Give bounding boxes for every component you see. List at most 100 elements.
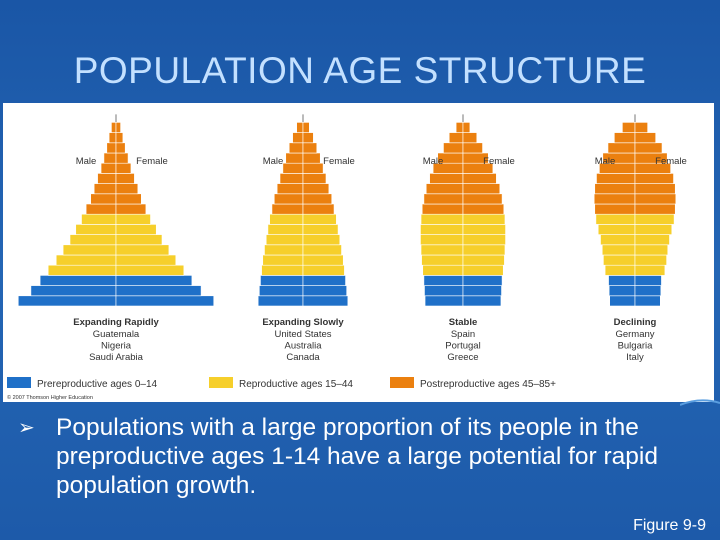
bar-male-10-14 xyxy=(423,275,464,286)
bar-female-20-24 xyxy=(634,254,667,266)
bar-male-40-44 xyxy=(420,213,464,225)
bar-male-50-54 xyxy=(593,193,636,205)
bar-female-25-29 xyxy=(115,244,170,256)
bar-female-60-64 xyxy=(634,173,674,184)
bar-male-20-24 xyxy=(603,254,636,266)
bar-female-10-14 xyxy=(634,275,662,286)
bar-female-15-19 xyxy=(115,264,185,276)
bar-female-40-44 xyxy=(634,213,675,225)
bar-female-25-29 xyxy=(302,244,342,256)
bar-male-45-49 xyxy=(271,203,304,215)
bar-male-50-54 xyxy=(423,193,464,205)
bar-female-50-54 xyxy=(302,193,333,205)
bar-female-20-24 xyxy=(462,254,505,266)
bar-female-85+ xyxy=(302,122,310,133)
bar-female-10-14 xyxy=(302,275,346,286)
female-label: Female xyxy=(655,156,687,167)
bar-female-45-49 xyxy=(115,203,147,215)
legend-label-postreproductive: Postreproductive ages 45–85+ xyxy=(420,379,556,390)
bar-female-40-44 xyxy=(462,213,506,225)
bar-female-50-54 xyxy=(634,193,677,205)
bar-female-5-9 xyxy=(634,285,662,297)
country-label: Portugal xyxy=(445,341,480,352)
bar-male-85+ xyxy=(296,122,304,133)
bar-male-50-54 xyxy=(90,193,117,205)
bar-female-70-74 xyxy=(302,152,321,164)
bar-female-5-9 xyxy=(302,285,348,297)
bar-male-30-34 xyxy=(69,234,117,246)
country-label: Australia xyxy=(285,341,323,352)
country-label: Bulgaria xyxy=(618,341,654,352)
bar-male-0-4 xyxy=(17,295,117,307)
bullet-text: Populations with a large proportion of i… xyxy=(56,414,658,499)
bar-male-55-59 xyxy=(594,183,636,195)
bar-male-75-79 xyxy=(106,142,117,154)
bar-male-45-49 xyxy=(421,203,464,215)
bar-male-70-74 xyxy=(285,152,304,164)
bar-female-80-84 xyxy=(462,132,478,144)
country-label: United States xyxy=(274,329,331,340)
bar-male-40-44 xyxy=(269,213,304,225)
bar-female-70-74 xyxy=(115,152,129,164)
figure-panel: Male Female Expanding Rapidly Guatemala Nige… xyxy=(3,103,714,402)
bar-female-15-19 xyxy=(462,264,504,276)
decorative-swoosh-icon xyxy=(680,399,720,406)
country-label: Greece xyxy=(447,352,478,363)
bar-female-35-39 xyxy=(462,224,506,235)
bar-male-60-64 xyxy=(97,173,117,184)
bar-male-80-84 xyxy=(292,132,304,144)
legend-swatch-postreproductive xyxy=(390,377,414,388)
bar-male-15-19 xyxy=(261,264,304,276)
bar-female-10-14 xyxy=(115,275,193,286)
bar-female-0-4 xyxy=(302,295,349,307)
bar-female-40-44 xyxy=(302,213,337,225)
bar-male-20-24 xyxy=(262,254,304,266)
bar-female-75-79 xyxy=(302,142,318,154)
bar-female-65-69 xyxy=(115,162,132,174)
male-label: Male xyxy=(423,156,444,167)
bullet-arrow-icon: ➢ xyxy=(18,415,35,439)
bar-female-35-39 xyxy=(634,224,673,235)
bar-male-75-79 xyxy=(443,142,464,154)
bar-male-85+ xyxy=(455,122,464,133)
bar-female-5-9 xyxy=(115,285,202,297)
legend-label-prereproductive: Prereproductive ages 0–14 xyxy=(37,379,158,390)
bar-male-5-9 xyxy=(258,285,304,297)
bar-male-80-84 xyxy=(448,132,464,144)
country-label: Guatemala xyxy=(93,329,140,340)
bar-female-15-19 xyxy=(302,264,345,276)
bar-male-15-19 xyxy=(422,264,464,276)
bar-male-80-84 xyxy=(613,132,636,144)
male-label: Male xyxy=(76,156,97,167)
legend-swatch-reproductive xyxy=(209,377,233,388)
bar-female-75-79 xyxy=(634,142,663,154)
bar-female-35-39 xyxy=(115,224,157,235)
bar-female-80-84 xyxy=(302,132,314,144)
bar-male-0-4 xyxy=(257,295,304,307)
bar-male-35-39 xyxy=(75,224,117,235)
pyramid-title: Expanding Rapidly xyxy=(73,317,159,328)
bar-male-25-29 xyxy=(601,244,636,256)
bar-female-50-54 xyxy=(462,193,503,205)
bar-female-30-34 xyxy=(634,234,670,246)
bar-male-20-24 xyxy=(421,254,464,266)
bar-male-65-69 xyxy=(282,162,304,174)
female-label: Female xyxy=(483,156,515,167)
pyramid-title: Stable xyxy=(449,317,478,328)
legend-label-reproductive: Reproductive ages 15–44 xyxy=(239,379,353,390)
bullet-point: ➢ Populations with a large proportion of… xyxy=(18,413,708,500)
bar-male-15-19 xyxy=(47,264,117,276)
bar-female-75-79 xyxy=(462,142,483,154)
bar-male-35-39 xyxy=(420,224,464,235)
male-label: Male xyxy=(263,156,284,167)
country-label: Italy xyxy=(626,352,644,363)
bar-female-55-59 xyxy=(302,183,330,195)
bar-female-55-59 xyxy=(462,183,501,195)
bar-female-30-34 xyxy=(302,234,341,246)
legend-swatch-prereproductive xyxy=(7,377,31,388)
bar-male-5-9 xyxy=(30,285,117,297)
country-label: Saudi Arabia xyxy=(89,352,144,363)
bar-male-10-14 xyxy=(608,275,636,286)
